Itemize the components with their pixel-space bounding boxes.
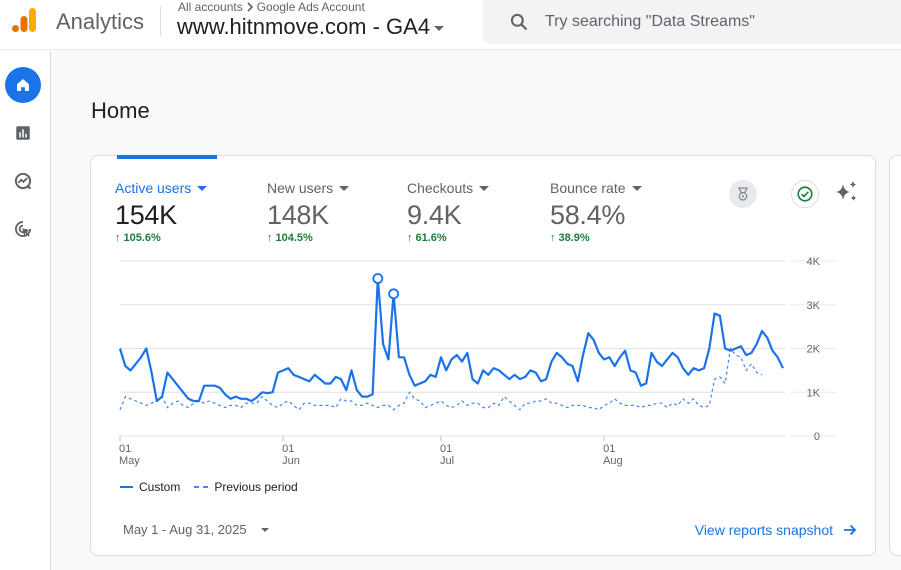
- overview-card: Active users 154K ↑ 105.6% New users 148K…: [90, 155, 876, 556]
- y-axis-labels: 0 1K 2K 3K 4K: [807, 256, 821, 443]
- chart-gridlines: [120, 260, 836, 437]
- metric-change: 38.9%: [558, 232, 590, 244]
- date-range-label: May 1 - Aug 31, 2025: [123, 522, 247, 537]
- custom-period-line: [118, 277, 784, 403]
- metric-value: 154K: [115, 200, 177, 230]
- metric-value: 9.4K: [407, 200, 462, 230]
- metric-label: New users: [267, 180, 334, 196]
- svg-text:May: May: [119, 455, 140, 467]
- svg-text:Jul: Jul: [440, 455, 454, 467]
- header-divider: [160, 6, 161, 36]
- svg-text:01: 01: [440, 443, 452, 455]
- search-icon: [510, 13, 528, 31]
- caret-down-icon: [479, 185, 490, 191]
- svg-text:2K: 2K: [807, 344, 821, 356]
- metric-value: 58.4%: [550, 200, 626, 230]
- svg-text:01: 01: [119, 443, 131, 455]
- explore-icon: [14, 172, 32, 190]
- metric-active-users[interactable]: Active users 154K ↑ 105.6%: [115, 180, 208, 244]
- metric-change: 104.5%: [275, 232, 313, 244]
- svg-text:0: 0: [814, 431, 820, 443]
- arrow-right-icon: [844, 524, 857, 536]
- svg-text:3K: 3K: [807, 300, 821, 312]
- arrow-up-icon: ↑: [407, 232, 413, 244]
- chevron-right-icon: [247, 2, 253, 12]
- chart-legend: Custom Previous period: [120, 480, 298, 494]
- insights-button[interactable]: [833, 178, 861, 206]
- check-circle-icon: [797, 186, 813, 202]
- caret-down-icon: [197, 185, 208, 191]
- metric-change: 61.6%: [415, 232, 447, 244]
- sparkle-insights-icon: [836, 181, 857, 201]
- svg-text:1K: 1K: [807, 387, 821, 399]
- property-name: www.hitnmove.com - GA4: [177, 14, 431, 39]
- breadcrumb-all-accounts[interactable]: All accounts: [178, 0, 243, 14]
- side-navigation: [0, 51, 51, 570]
- nav-advertising[interactable]: [5, 211, 41, 247]
- metric-bounce-rate[interactable]: Bounce rate 58.4% ↑ 38.9%: [550, 180, 642, 244]
- top-bar: Analytics All accounts Google Ads Accoun…: [0, 0, 901, 50]
- active-metric-indicator: [117, 155, 217, 159]
- view-reports-snapshot-link[interactable]: View reports snapshot: [695, 522, 857, 538]
- anomaly-marker[interactable]: [372, 273, 384, 284]
- metric-label: Checkouts: [407, 180, 474, 196]
- caret-down-icon: [260, 527, 269, 532]
- anomaly-markers[interactable]: [372, 273, 400, 300]
- advertising-target-icon: [15, 221, 31, 237]
- svg-text:01: 01: [603, 443, 615, 455]
- arrow-up-icon: ↑: [115, 232, 121, 244]
- metric-value: 148K: [267, 200, 329, 230]
- metric-label: Bounce rate: [550, 180, 626, 196]
- bar-chart-icon: [16, 126, 30, 140]
- breadcrumb-account[interactable]: Google Ads Account: [256, 0, 365, 14]
- svg-text:Aug: Aug: [603, 455, 623, 467]
- search-input[interactable]: [545, 13, 845, 31]
- caret-down-icon: [339, 185, 350, 191]
- svg-text:Jun: Jun: [282, 455, 300, 467]
- property-selector[interactable]: www.hitnmove.com - GA4: [177, 14, 445, 40]
- arrow-up-icon: ↑: [267, 232, 273, 244]
- view-reports-label: View reports snapshot: [694, 522, 833, 538]
- legend-dashed-line-icon: [194, 486, 209, 488]
- next-card-edge: [889, 155, 901, 556]
- legend-previous: Previous period: [214, 480, 298, 494]
- svg-text:4K: 4K: [807, 256, 821, 268]
- achievement-badge-icon: [738, 187, 748, 201]
- achievement-badge-button[interactable]: [729, 180, 757, 208]
- analytics-logo-icon[interactable]: [10, 6, 38, 34]
- page-title: Home: [91, 98, 150, 123]
- caret-down-icon: [434, 26, 445, 31]
- nav-reports[interactable]: [5, 115, 41, 151]
- metric-checkouts[interactable]: Checkouts 9.4K ↑ 61.6%: [407, 180, 490, 244]
- search-bar[interactable]: [483, 0, 901, 44]
- home-icon: [17, 79, 29, 91]
- legend-solid-line-icon: [120, 486, 133, 488]
- metric-new-users[interactable]: New users 148K ↑ 104.5%: [267, 180, 350, 244]
- nav-explore[interactable]: [5, 163, 41, 199]
- app-name[interactable]: Analytics: [56, 9, 145, 34]
- svg-text:01: 01: [282, 443, 294, 455]
- nav-home[interactable]: [5, 67, 41, 103]
- check-status-button[interactable]: [791, 180, 819, 208]
- date-range-selector[interactable]: May 1 - Aug 31, 2025: [123, 522, 269, 537]
- legend-custom: Custom: [139, 480, 181, 494]
- metric-label: Active users: [115, 180, 192, 196]
- caret-down-icon: [631, 185, 642, 191]
- metric-change: 105.6%: [123, 232, 161, 244]
- breadcrumb[interactable]: All accounts Google Ads Account: [178, 0, 365, 14]
- previous-period-line: [119, 347, 763, 411]
- arrow-up-icon: ↑: [550, 232, 556, 244]
- anomaly-marker[interactable]: [388, 288, 400, 300]
